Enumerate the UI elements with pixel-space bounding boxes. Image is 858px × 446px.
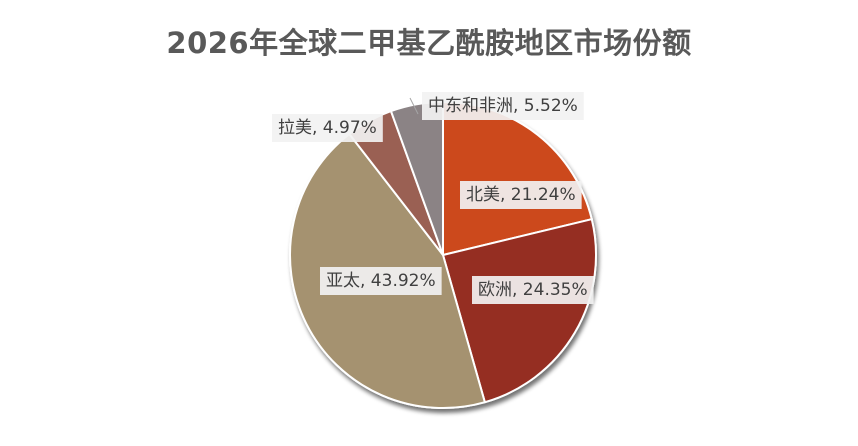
data-label-1: 欧洲, 24.35% bbox=[472, 276, 594, 304]
data-label-bg-1 bbox=[472, 276, 594, 304]
pie-slice-1 bbox=[441, 217, 597, 404]
pie-slices bbox=[289, 100, 597, 409]
data-label-text-3: 拉美, 4.97% bbox=[278, 118, 377, 138]
data-label-text-0: 北美, 21.24% bbox=[466, 185, 576, 205]
leader-line-0 bbox=[409, 97, 419, 115]
data-label-bg-0 bbox=[460, 181, 582, 209]
data-label-4: 中东和非洲, 5.52% bbox=[422, 92, 584, 120]
data-labels: 北美, 21.24% 欧洲, 24.35% 亚太, 43.92% 拉美, 4.97% 中… bbox=[272, 92, 594, 304]
data-label-2: 亚太, 43.92% bbox=[320, 267, 442, 295]
chart-title: 2026年全球二甲基乙酰胺地区市场份额 bbox=[166, 26, 692, 60]
leader-lines bbox=[409, 97, 419, 115]
data-label-bg-3 bbox=[272, 114, 383, 142]
data-label-bg-4 bbox=[422, 92, 584, 120]
data-label-text-1: 欧洲, 24.35% bbox=[478, 280, 588, 300]
data-label-3: 拉美, 4.97% bbox=[272, 114, 383, 142]
data-label-bg-2 bbox=[320, 267, 442, 295]
data-label-text-4: 中东和非洲, 5.52% bbox=[428, 96, 578, 116]
data-label-text-2: 亚太, 43.92% bbox=[326, 271, 436, 291]
data-label-0: 北美, 21.24% bbox=[460, 181, 582, 209]
